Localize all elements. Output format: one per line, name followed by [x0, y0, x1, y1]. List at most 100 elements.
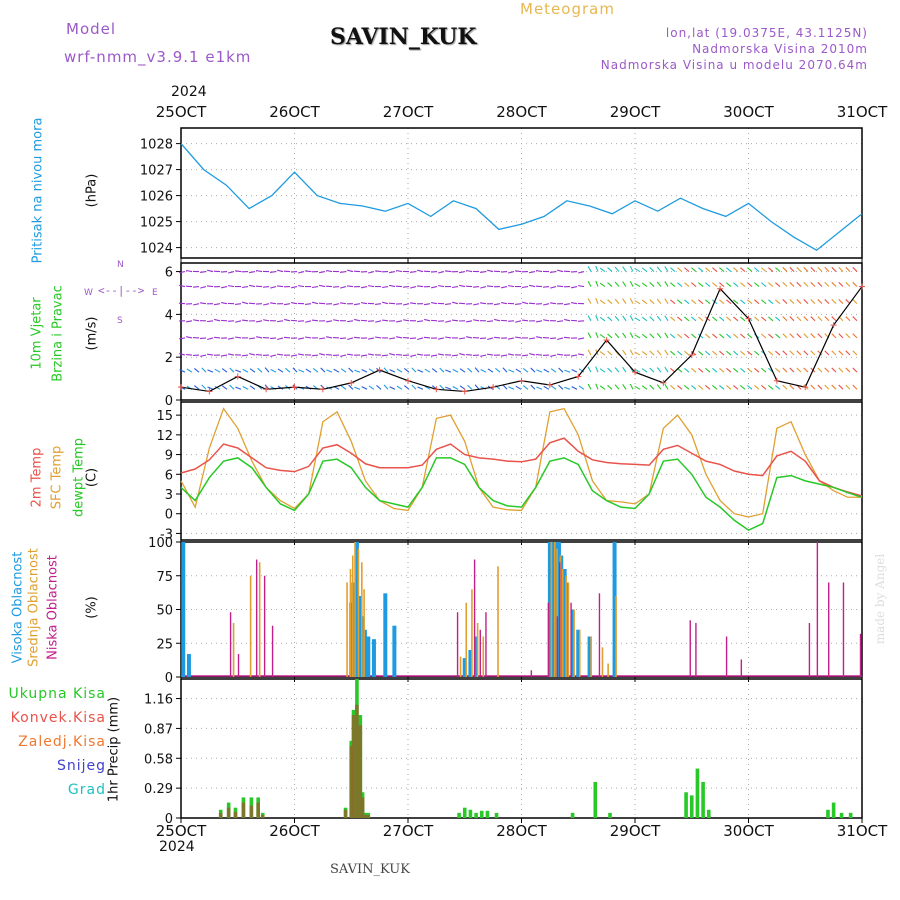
wind-arrow: [388, 337, 396, 340]
wind-arrow: [578, 337, 585, 340]
wind-arrow: [508, 271, 515, 274]
cloud-bar-low: [808, 623, 811, 677]
wind-arrow: [521, 354, 529, 357]
wind-arrow: [528, 302, 536, 305]
wind-arrow: [599, 385, 606, 390]
wind-arrow: [634, 368, 641, 373]
wind-arrow: [587, 281, 592, 287]
wind-arrow: [495, 367, 501, 373]
wind-arrow: [264, 367, 270, 373]
wind-arrow: [649, 316, 655, 322]
cloud-bar-low: [229, 612, 232, 677]
wind-arrow: [186, 368, 193, 373]
y-tick-label: 75: [156, 570, 173, 585]
wind-arrow: [775, 367, 781, 373]
wind-arrow: [845, 316, 851, 322]
cloud-bar-low: [456, 612, 459, 677]
wind-arrow: [508, 353, 515, 356]
wind-arrow: [465, 269, 473, 273]
wind-arrow: [824, 350, 830, 356]
wind-arrow: [402, 319, 410, 322]
wind-arrow: [634, 268, 641, 273]
footer-station: SAVIN_KUK: [330, 862, 410, 877]
wind-arrow: [629, 332, 634, 339]
wind-arrow: [326, 320, 333, 323]
wind-arrow: [649, 350, 655, 356]
wind-arrow: [831, 350, 837, 356]
wind-arrow: [852, 299, 858, 305]
wind-arrow: [747, 282, 753, 287]
wind-arrow: [467, 384, 473, 390]
wind-arrow: [201, 367, 207, 373]
wind-arrow: [550, 368, 557, 373]
wind-arrow: [831, 333, 837, 339]
wind-arrow: [614, 315, 620, 322]
model-label: Model: [66, 20, 117, 38]
wind-arrow: [234, 270, 242, 273]
cloud-bar-high: [371, 639, 376, 677]
wind-speed-marker: [178, 384, 184, 391]
wind-arrow: [664, 383, 669, 390]
wind-arrow: [439, 384, 445, 390]
wind-arrow: [340, 368, 347, 373]
wind-arrow: [595, 297, 599, 304]
wind-arrow: [607, 367, 613, 373]
wind-arrow: [514, 270, 522, 273]
precip-total-bar: [593, 781, 598, 818]
wind-arrow: [698, 299, 704, 305]
wind-arrow: [431, 368, 438, 373]
wind-arrow: [810, 350, 816, 356]
wind-arrow: [641, 299, 648, 305]
wind-arrow: [782, 333, 788, 339]
wind-arrow: [810, 384, 816, 390]
wind-arrow: [451, 286, 459, 289]
wind-arrow: [206, 353, 214, 356]
wind-arrow: [389, 271, 396, 274]
wind-arrow: [277, 269, 284, 273]
wind-arrow: [508, 386, 515, 390]
wind-arrow: [656, 266, 662, 272]
wind-arrow: [458, 337, 466, 340]
wind-arrow: [186, 320, 193, 323]
wind-arrow: [459, 284, 466, 288]
wind-arrow: [360, 354, 368, 357]
wind-arrow: [502, 384, 508, 390]
cloud-bar-mid: [565, 575, 567, 677]
precip-convective-bar: [256, 802, 260, 818]
wind-arrow: [733, 385, 739, 390]
wind-arrow: [691, 267, 697, 272]
cloud-bar-mid: [357, 548, 360, 677]
wind-arrow: [733, 316, 739, 322]
wind-arrow: [263, 303, 270, 306]
wind-arrow: [367, 320, 375, 322]
wind-arrow: [629, 265, 634, 272]
wind-arrow: [383, 384, 389, 390]
precip-total-bar: [701, 781, 705, 818]
wind-arrow: [522, 301, 529, 305]
wind-arrow: [803, 316, 809, 322]
wind-arrow: [607, 350, 613, 356]
wind-arrow: [670, 299, 676, 305]
wind-arrow: [614, 350, 620, 356]
cloud-bar-mid: [258, 562, 261, 677]
wind-arrow: [396, 336, 403, 339]
wind-arrow: [312, 368, 319, 373]
precip-convective-bar: [355, 704, 359, 818]
cloud-bar-mid: [573, 609, 575, 677]
wind-arrow: [234, 303, 242, 305]
wind-arrow: [521, 286, 529, 289]
precip-total-bar: [479, 810, 484, 818]
wind-arrow: [656, 384, 662, 390]
wind-arrow: [480, 354, 487, 357]
wind-arrow: [474, 384, 480, 390]
wind-speed-marker: [688, 352, 695, 359]
wind-arrow: [530, 367, 536, 373]
wind-arrow: [348, 367, 354, 373]
wind-arrow: [768, 282, 774, 287]
wind-arrow: [761, 316, 767, 322]
wind-arrow: [563, 336, 571, 339]
wind-arrow: [796, 281, 802, 287]
wind-arrow: [691, 282, 697, 287]
wind-arrow: [325, 353, 333, 356]
wind-arrow: [810, 333, 816, 339]
